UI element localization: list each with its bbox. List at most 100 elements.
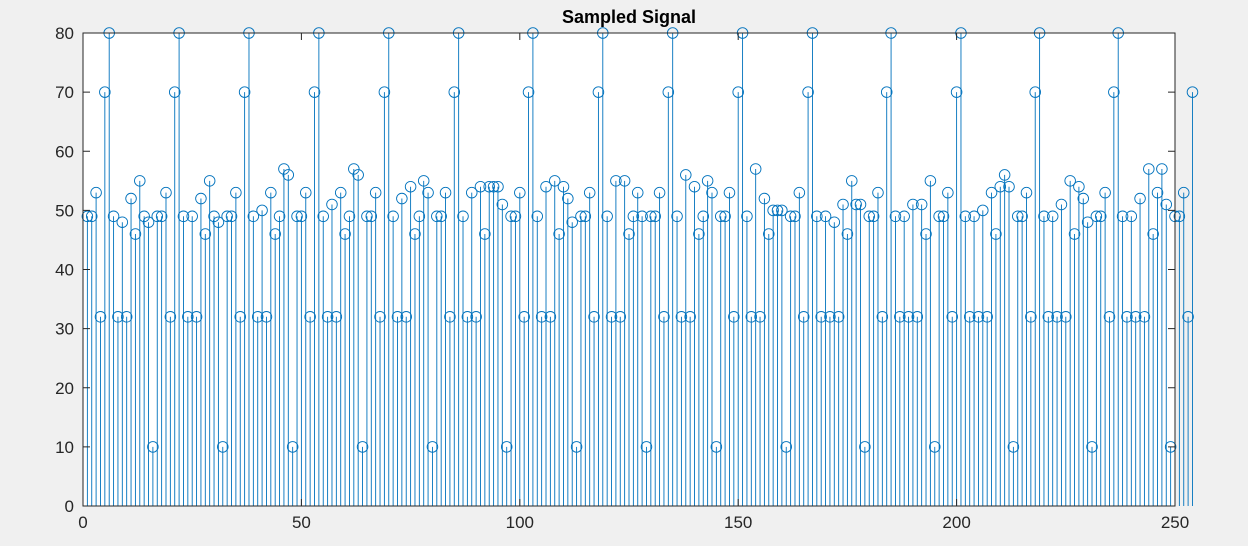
stem-marker — [1055, 198, 1068, 211]
y-tick-label: 60 — [55, 142, 74, 161]
stem-marker — [1029, 86, 1041, 98]
stem-marker — [811, 210, 823, 223]
stem-marker — [907, 198, 919, 211]
stem-marker — [1147, 228, 1159, 240]
stem-marker — [535, 311, 548, 323]
stem-marker — [295, 210, 308, 223]
chart-title: Sampled Signal — [562, 7, 696, 27]
stem-marker — [448, 86, 461, 98]
stem-marker — [1156, 163, 1168, 175]
stem-marker — [719, 210, 731, 223]
stem-marker — [1090, 210, 1103, 223]
stem-marker — [880, 86, 893, 98]
stem-marker — [863, 210, 875, 223]
stem-marker — [142, 216, 155, 228]
stem-marker — [610, 175, 622, 187]
stem-marker — [920, 228, 932, 240]
y-tick-label: 20 — [55, 379, 74, 398]
stem-marker — [356, 441, 369, 453]
stem-marker — [409, 228, 421, 240]
stem-marker — [1160, 198, 1173, 211]
stem-marker — [230, 186, 242, 199]
stem-marker — [177, 210, 190, 223]
x-tick-label: 250 — [1161, 513, 1189, 532]
stem-marker — [129, 228, 142, 240]
stem-marker — [256, 204, 268, 217]
stem-marker — [369, 186, 382, 199]
stem-marker — [780, 441, 792, 453]
stem-marker — [854, 198, 867, 211]
stem-marker — [99, 86, 111, 98]
stem-marker — [1081, 216, 1094, 228]
stem-marker — [168, 86, 181, 98]
stem-marker — [784, 210, 797, 223]
stem-marker — [439, 186, 452, 199]
stem-marker — [583, 186, 596, 199]
stem-marker — [566, 216, 578, 228]
stem-marker — [1046, 210, 1059, 223]
stem-marker — [789, 210, 801, 223]
stem-marker — [990, 228, 1002, 240]
stem-marker — [819, 210, 832, 223]
stem-marker — [959, 210, 972, 223]
stem-marker — [745, 311, 758, 323]
stem-marker — [435, 210, 447, 223]
stem-marker — [90, 186, 102, 199]
stem-marker — [776, 204, 788, 217]
stem-marker — [1134, 192, 1146, 205]
y-tick-label: 10 — [55, 438, 74, 457]
stem-marker — [1073, 180, 1085, 193]
stem-marker — [540, 180, 552, 193]
stem-marker — [1020, 186, 1033, 199]
stem-marker — [151, 210, 164, 223]
stem-marker — [1042, 311, 1055, 323]
stem-marker — [640, 441, 653, 453]
stem-marker — [1012, 210, 1024, 223]
stem-marker — [767, 204, 779, 217]
stem-marker — [758, 192, 771, 205]
stem-marker — [915, 198, 928, 211]
stem-marker — [334, 186, 347, 199]
stem-marker — [94, 311, 107, 323]
stem-marker — [998, 169, 1011, 181]
x-tick-label: 150 — [724, 513, 752, 532]
stem-marker — [697, 210, 710, 223]
stem-marker — [431, 210, 443, 223]
stem-marker — [968, 210, 980, 223]
stem-marker — [391, 311, 404, 323]
stem-marker — [714, 210, 727, 223]
stem-marker — [317, 210, 329, 223]
stem-marker — [160, 186, 172, 199]
stem-marker — [238, 86, 251, 98]
y-tick-label: 70 — [55, 83, 74, 102]
stem-marker — [195, 192, 207, 205]
stem-marker — [221, 210, 233, 223]
stem-marker — [112, 311, 124, 323]
x-tick-label: 50 — [292, 513, 311, 532]
stem-marker — [396, 192, 408, 205]
stem-marker — [1007, 441, 1020, 453]
stem-marker — [138, 210, 150, 223]
stem-marker — [618, 175, 631, 187]
stem-marker — [505, 210, 517, 223]
stem-marker — [723, 186, 736, 199]
stem-marker — [378, 86, 391, 98]
stem-marker — [1051, 311, 1063, 323]
stem-marker — [514, 186, 526, 199]
stem-marker — [474, 180, 487, 193]
stem-marker — [684, 311, 696, 323]
stem-marker — [562, 192, 574, 205]
stem-marker — [404, 180, 417, 193]
stem-marker — [457, 210, 469, 223]
stem-marker — [466, 186, 478, 199]
stem-marker — [1121, 311, 1133, 323]
x-tick-label: 100 — [506, 513, 534, 532]
stem-marker — [636, 210, 648, 223]
stem-marker — [343, 210, 356, 223]
stem-marker — [741, 210, 753, 223]
stem-marker — [483, 180, 495, 193]
stem-marker — [671, 210, 683, 223]
stem-marker — [417, 175, 430, 187]
stem-marker — [570, 441, 583, 453]
stem-marker — [531, 210, 544, 223]
